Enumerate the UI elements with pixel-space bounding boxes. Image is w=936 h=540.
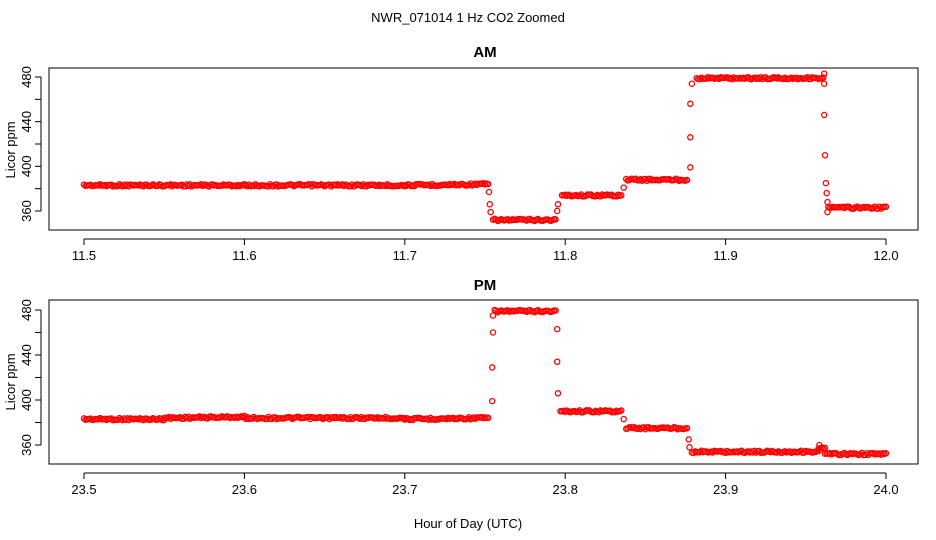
data-point (821, 151, 829, 159)
data-point (488, 397, 496, 405)
panel-am-title: AM (473, 44, 496, 61)
x-tick-label: 11.6 (232, 248, 256, 263)
x-tick-label: 24.0 (873, 482, 898, 497)
y-tick-label: 400 (19, 389, 34, 411)
y-tick-label: 440 (19, 111, 34, 133)
data-point (552, 307, 559, 314)
data-point (685, 436, 692, 443)
data-point (484, 180, 492, 188)
data-point (620, 415, 627, 423)
data-point (683, 176, 691, 184)
data-point (820, 74, 827, 81)
panel-pm-ylabel: Licor ppm (3, 353, 18, 410)
figure-xlabel: Hour of Day (UTC) (414, 516, 522, 531)
x-tick-label: 23.7 (392, 482, 417, 497)
data-point (823, 189, 830, 197)
data-point (822, 179, 830, 187)
panel-pm-points (80, 306, 890, 459)
x-tick-label: 23.6 (232, 482, 257, 497)
x-tick-label: 23.9 (713, 482, 738, 497)
x-tick-label: 11.9 (713, 248, 737, 263)
y-tick-label: 480 (19, 66, 34, 88)
data-point (618, 407, 625, 414)
data-point (485, 188, 493, 196)
data-point (882, 450, 890, 457)
data-point (553, 207, 561, 215)
data-point (487, 208, 494, 216)
x-tick-label: 23.5 (71, 482, 96, 497)
data-point (553, 325, 561, 333)
y-tick-label: 400 (19, 155, 34, 177)
y-tick-label: 480 (19, 299, 34, 321)
data-point (686, 444, 693, 451)
data-point (620, 184, 627, 191)
data-point (820, 111, 828, 119)
y-tick-label: 360 (19, 434, 34, 456)
panel-am-plot-frame (48, 67, 919, 231)
panel-pm-plot-frame (48, 299, 919, 465)
data-point (554, 390, 562, 397)
data-point (882, 203, 890, 211)
data-point (687, 100, 694, 108)
data-point (554, 201, 562, 208)
data-point (687, 164, 694, 171)
data-point (824, 198, 831, 206)
data-point (820, 70, 828, 77)
data-point (824, 208, 831, 216)
data-point (489, 312, 497, 319)
x-tick-label: 11.8 (553, 248, 577, 263)
x-tick-label: 11.7 (393, 248, 417, 263)
data-point (553, 358, 561, 366)
x-tick-label: 23.8 (553, 482, 578, 497)
panel-am-ylabel: Licor ppm (3, 121, 18, 178)
panel-am-axes: 11.5 11.6 11.7 11.8 11.9 12.0 360 400 440 480 (19, 66, 899, 263)
data-point (484, 414, 492, 422)
y-tick-label: 440 (19, 344, 34, 366)
x-tick-label: 12.0 (873, 248, 898, 263)
panel-am-points (80, 70, 890, 225)
figure-title: NWR_071014 1 Hz CO2 Zoomed (371, 10, 565, 25)
panel-pm-axes: 23.5 23.6 23.7 23.8 23.9 24.0 360 400 440 480 (19, 299, 899, 497)
data-point (618, 192, 625, 199)
data-point (816, 441, 823, 449)
x-tick-label: 11.5 (72, 248, 96, 263)
data-point (688, 80, 696, 87)
data-point (486, 201, 494, 208)
y-tick-label: 360 (19, 200, 34, 222)
data-point (687, 134, 694, 141)
data-point (683, 424, 691, 432)
data-point (488, 364, 496, 371)
data-point (489, 329, 497, 336)
data-point (552, 216, 559, 223)
data-point (820, 80, 828, 87)
panel-pm-title: PM (474, 277, 497, 294)
